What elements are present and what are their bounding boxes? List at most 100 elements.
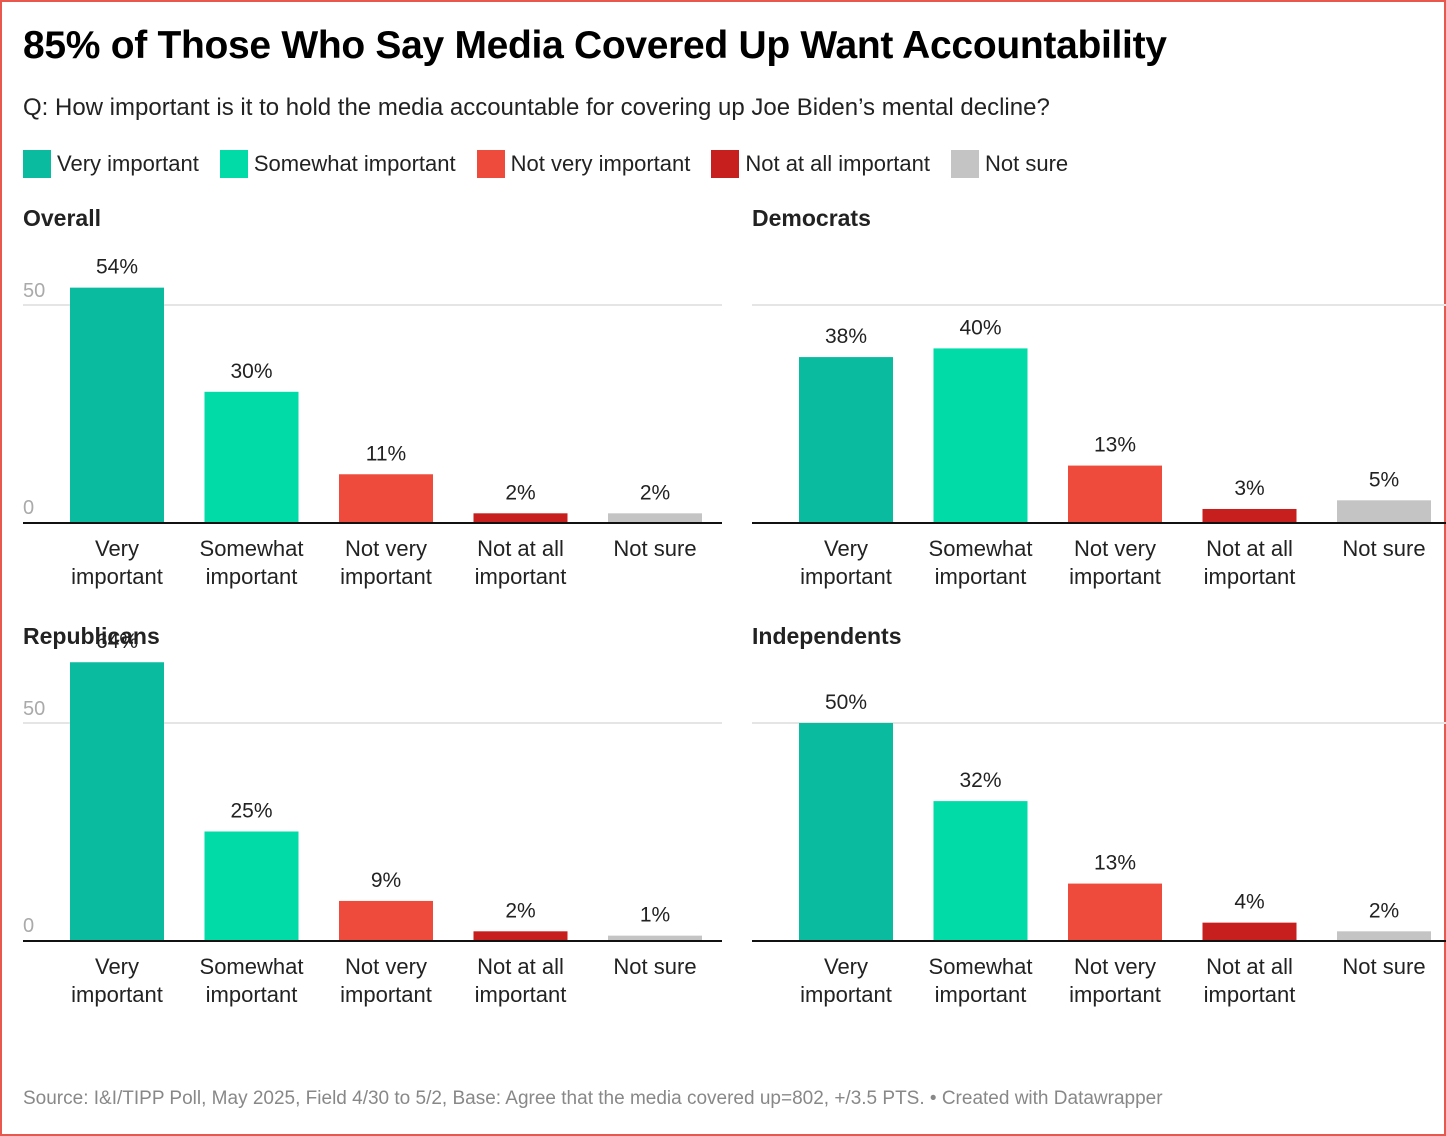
x-tick-label: important [1204,982,1296,1007]
legend: Very important Somewhat important Not ve… [23,150,1089,178]
bar-chart-democrats: 38% Very important 40% Somewhat important 13% N… [752,304,1446,589]
x-tick-label: Very [95,954,139,979]
data-label: 54% [96,256,138,279]
x-tick-label: Somewhat [200,536,304,561]
bar-2 [933,348,1028,522]
panel-overall: Overall 0 50 54% Very important 30% Somewhat im… [23,205,723,625]
data-label: 50% [825,691,867,714]
bar-5 [608,513,702,522]
x-tick-label: important [1204,564,1296,589]
data-label: 30% [230,360,272,383]
data-label: 64% [96,630,138,653]
x-tick-label: Not at all [477,536,564,561]
legend-item-very-important: Very important [23,150,199,178]
y-tick-label: 0 [23,497,34,519]
data-label: 2% [1369,899,1399,922]
data-label: 3% [1234,477,1264,500]
bar-1 [70,287,164,522]
panel-democrats: Democrats 38% Very important 40% Somewhat imp… [752,205,1446,625]
x-tick-label: Not at all [1206,536,1293,561]
bar-1 [799,357,893,522]
legend-swatch [476,150,505,178]
panel-republicans: Republicans 0 50 64% Very important 25% Somewh… [23,623,723,1043]
legend-item-not-very-important: Not very important [476,150,691,178]
bar-chart-independents: 50% Very important 32% Somewhat important 13% N… [752,691,1446,1007]
legend-label: Not sure [984,151,1069,176]
data-label: 13% [1094,434,1136,457]
bar-2 [204,391,299,522]
data-label: 4% [1234,891,1264,914]
data-label: 1% [640,904,670,927]
bar-3 [1068,465,1162,522]
data-label: 32% [959,769,1001,792]
x-tick-label: Not sure [613,536,696,561]
data-label: 11% [366,442,406,465]
panel-title: Overall [23,205,101,231]
legend-label: Somewhat important [253,151,456,176]
x-tick-label: important [340,564,432,589]
legend-item-somewhat-important: Somewhat important [219,150,456,178]
bar-4 [1202,508,1297,522]
x-tick-label: Somewhat [929,536,1033,561]
bar-4 [1202,922,1297,940]
y-tick-label: 50 [23,698,45,720]
x-tick-label: important [800,982,892,1007]
bar-5 [1337,500,1431,522]
bar-4 [473,513,568,522]
x-tick-label: Not very [1074,536,1156,561]
x-tick-label: important [475,564,567,589]
bar-4 [473,931,568,940]
source-note: Source: I&I/TIPP Poll, May 2025, Field 4… [23,1088,1163,1109]
bar-5 [608,935,702,940]
panel-title: Independents [752,623,902,649]
x-tick-label: Somewhat [929,954,1033,979]
bar-chart-overall: 0 50 54% Very important 30% Somewhat important 1… [23,256,722,589]
legend-label: Not at all important [745,151,930,176]
legend-swatch [950,150,979,178]
legend-label: Not very important [510,151,691,176]
data-label: 2% [640,481,670,504]
x-tick-label: important [800,564,892,589]
x-tick-label: important [475,982,567,1007]
x-tick-label: important [935,982,1027,1007]
bar-3 [339,474,433,522]
bar-2 [933,801,1028,940]
bar-1 [70,662,164,940]
data-label: 13% [1094,852,1136,875]
data-label: 2% [505,481,535,504]
legend-item-not-sure: Not sure [950,150,1069,178]
bar-5 [1337,931,1431,940]
x-tick-label: Not at all [477,954,564,979]
y-tick-label: 50 [23,280,45,302]
x-tick-label: Somewhat [200,954,304,979]
bar-1 [799,723,893,940]
data-label: 40% [959,316,1001,339]
x-tick-label: Very [824,536,868,561]
legend-item-not-at-all-important: Not at all important [711,150,930,178]
legend-swatch [711,150,740,178]
x-tick-label: important [1069,982,1161,1007]
x-tick-label: Very [95,536,139,561]
panel-independents: Independents 50% Very important 32% Somewhat… [752,623,1446,1043]
x-tick-label: Very [824,954,868,979]
x-tick-label: important [71,564,163,589]
legend-swatch [219,150,248,178]
x-tick-label: Not sure [1342,536,1425,561]
data-label: 9% [371,869,401,892]
x-tick-label: important [71,982,163,1007]
panel-title: Republicans [23,623,160,649]
x-tick-label: important [340,982,432,1007]
bar-chart-republicans: 0 50 64% Very important 25% Somewhat important 9… [23,630,722,1007]
data-label: 2% [505,899,535,922]
x-tick-label: Not very [345,536,427,561]
x-tick-label: Not very [1074,954,1156,979]
chart-title: 85% of Those Who Say Media Covered Up Wa… [23,24,1167,67]
x-tick-label: important [1069,564,1161,589]
x-tick-label: important [206,982,298,1007]
legend-swatch [23,150,51,178]
bar-3 [1068,883,1162,940]
data-label: 38% [825,325,867,348]
bar-2 [204,831,299,940]
legend-label: Very important [57,151,199,176]
data-label: 25% [230,800,272,823]
